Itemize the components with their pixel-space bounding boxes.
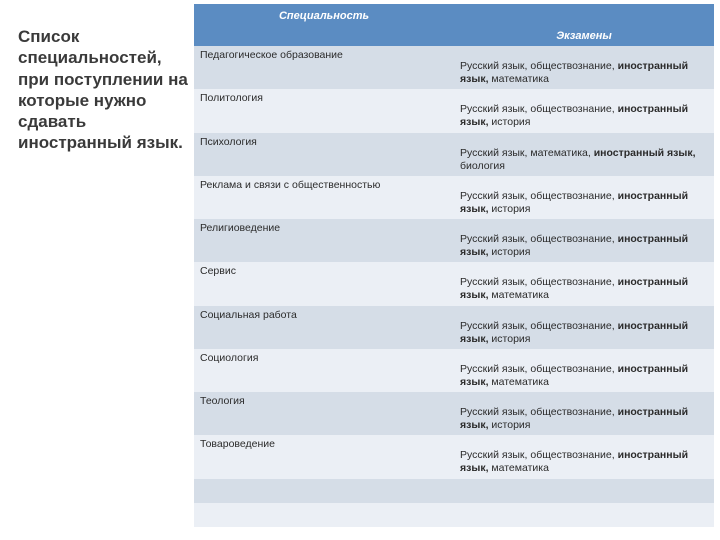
cell-specialty: Реклама и связи с общественностью [194,176,454,219]
table-row: Реклама и связи с общественностьюРусский… [194,176,714,219]
exam-pre: Русский язык, математика, [460,147,594,159]
exam-post: математика [489,462,549,474]
cell-exams: Русский язык, обществознание, иностранны… [454,176,714,219]
table-row: ПсихологияРусский язык, математика, инос… [194,133,714,176]
exam-pre: Русский язык, обществознание, [460,406,618,418]
table-row-empty [194,479,714,503]
cell-empty [454,503,714,527]
exam-pre: Русский язык, обществознание, [460,363,618,375]
table-body: Педагогическое образованиеРусский язык, … [194,46,714,527]
exam-pre: Русский язык, обществознание, [460,449,618,461]
table-header-row: Специальность Экзамены [194,4,714,46]
cell-specialty: Политология [194,89,454,132]
exam-pre: Русский язык, обществознание, [460,276,618,288]
right-column: Специальность Экзамены Педагогическое об… [194,0,720,540]
cell-specialty: Психология [194,133,454,176]
cell-specialty: Педагогическое образование [194,46,454,89]
cell-exams: Русский язык, обществознание, иностранны… [454,89,714,132]
table-row-empty [194,503,714,527]
cell-empty [194,479,454,503]
cell-exams: Русский язык, обществознание, иностранны… [454,392,714,435]
specialties-table: Специальность Экзамены Педагогическое об… [194,4,714,527]
table-row: ПолитологияРусский язык, обществознание,… [194,89,714,132]
exam-post: математика [489,73,549,85]
cell-exams: Русский язык, обществознание, иностранны… [454,219,714,262]
exam-post: история [489,419,531,431]
table-row: Социальная работаРусский язык, обществоз… [194,306,714,349]
cell-specialty: Товароведение [194,435,454,478]
col-header-exams: Экзамены [454,4,714,46]
cell-specialty: Социальная работа [194,306,454,349]
slide: Список специальностей,при поступлении на… [0,0,720,540]
table-row: РелигиоведениеРусский язык, обществознан… [194,219,714,262]
exam-pre: Русский язык, обществознание, [460,320,618,332]
cell-exams: Русский язык, обществознание, иностранны… [454,435,714,478]
cell-exams: Русский язык, математика, иностранный яз… [454,133,714,176]
cell-specialty: Сервис [194,262,454,305]
cell-exams: Русский язык, обществознание, иностранны… [454,262,714,305]
table-row: Педагогическое образованиеРусский язык, … [194,46,714,89]
col-header-specialty: Специальность [194,4,454,46]
cell-exams: Русский язык, обществознание, иностранны… [454,46,714,89]
page-title: Список специальностей,при поступлении на… [18,26,190,154]
exam-post: история [489,246,531,258]
exam-post: математика [489,289,549,301]
table-row: СервисРусский язык, обществознание, инос… [194,262,714,305]
cell-empty [194,503,454,527]
table-row: ТеологияРусский язык, обществознание, ин… [194,392,714,435]
exam-bold: иностранный язык, [594,147,696,159]
exam-post: биология [460,160,505,172]
exam-post: математика [489,376,549,388]
cell-specialty: Теология [194,392,454,435]
table-row: СоциологияРусский язык, обществознание, … [194,349,714,392]
exam-pre: Русский язык, обществознание, [460,103,618,115]
exam-post: история [489,116,531,128]
cell-exams: Русский язык, обществознание, иностранны… [454,349,714,392]
left-column: Список специальностей,при поступлении на… [0,0,194,540]
cell-empty [454,479,714,503]
exam-pre: Русский язык, обществознание, [460,60,618,72]
exam-pre: Русский язык, обществознание, [460,190,618,202]
exam-post: история [489,333,531,345]
table-row: ТовароведениеРусский язык, обществознани… [194,435,714,478]
cell-specialty: Религиоведение [194,219,454,262]
cell-exams: Русский язык, обществознание, иностранны… [454,306,714,349]
exam-pre: Русский язык, обществознание, [460,233,618,245]
cell-specialty: Социология [194,349,454,392]
exam-post: история [489,203,531,215]
